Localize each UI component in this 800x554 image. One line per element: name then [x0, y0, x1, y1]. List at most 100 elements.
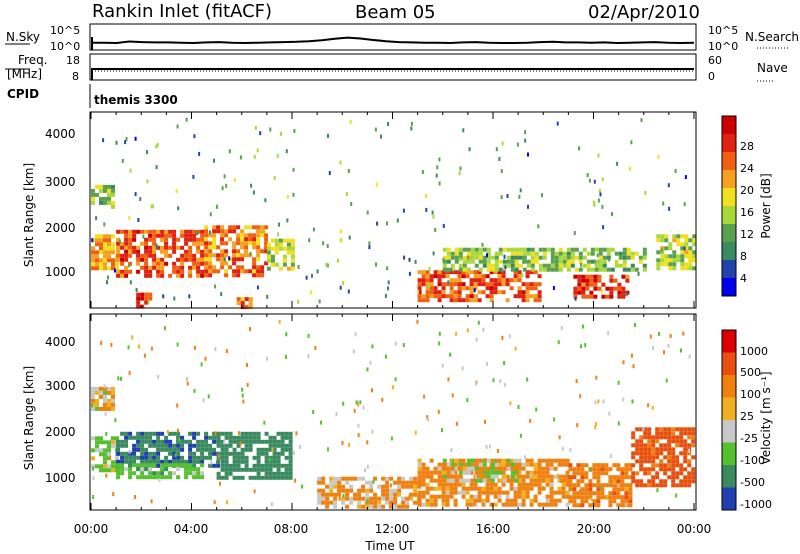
velocity-cell — [557, 462, 562, 467]
velocity-cell — [228, 443, 233, 448]
velocity-scatter-cell — [268, 457, 271, 462]
power-cell — [164, 253, 169, 258]
velocity-cell — [333, 484, 338, 489]
velocity-cell — [200, 443, 205, 448]
power-scatter-cell — [601, 289, 604, 294]
power-cell — [522, 267, 527, 272]
power-cell — [688, 258, 693, 263]
power-cell — [680, 234, 685, 239]
noise-left-tick-bottom: 10^0 — [50, 40, 80, 53]
power-scatter-cell — [608, 257, 611, 262]
velocity-cell — [329, 488, 334, 493]
power-scatter-cell — [580, 263, 583, 267]
velocity-cell — [502, 474, 507, 479]
velocity-cell — [268, 471, 273, 476]
velocity-cell — [417, 502, 422, 507]
velocity-cell — [639, 447, 644, 452]
power-cell — [457, 278, 462, 283]
power-cell — [521, 294, 526, 299]
velocity-cell — [425, 490, 430, 495]
colorbar-swatch — [722, 397, 736, 420]
power-cell — [99, 266, 103, 271]
velocity-cell — [156, 439, 161, 444]
velocity-cell — [268, 439, 273, 444]
power-cell — [473, 278, 478, 283]
velocity-cell — [107, 448, 111, 453]
power-cell — [196, 265, 201, 270]
velocity-cell — [533, 470, 538, 475]
velocity-cell — [549, 458, 554, 463]
power-cell — [586, 259, 591, 264]
velocity-cell — [501, 502, 506, 507]
velocity-cell — [128, 471, 133, 476]
velocity-scatter-cell — [599, 485, 602, 490]
velocity-scatter-cell — [92, 466, 95, 471]
power-cell — [204, 237, 209, 242]
power-scatter-cell — [221, 186, 224, 191]
velocity-cell — [91, 464, 95, 469]
power-cell — [152, 233, 157, 238]
power-cell — [558, 251, 563, 256]
power-cell — [497, 274, 502, 279]
velocity-cell — [272, 471, 277, 476]
power-cell — [200, 261, 205, 266]
power-cell — [208, 241, 213, 246]
power-cell — [585, 282, 590, 287]
velocity-scatter-cell — [438, 341, 441, 346]
velocity-cell — [635, 471, 640, 476]
power-scatter-cell — [434, 227, 437, 232]
velocity-scatter-cell — [357, 433, 360, 438]
velocity-cell — [176, 475, 181, 480]
velocity-cell — [393, 496, 398, 501]
velocity-cell — [478, 458, 483, 463]
velocity-scatter-cell — [622, 360, 625, 365]
power-cell — [240, 305, 245, 310]
velocity-cell — [381, 504, 386, 509]
power-scatter-cell — [683, 202, 686, 207]
velocity-cell — [103, 406, 107, 411]
velocity-cell — [628, 467, 633, 472]
velocity-cell — [675, 439, 680, 444]
power-scatter-cell — [468, 147, 471, 152]
power-cell — [95, 184, 99, 189]
power-cell — [609, 290, 614, 295]
power-scatter-cell — [345, 192, 348, 196]
velocity-cell — [120, 431, 125, 436]
power-cell — [593, 278, 598, 283]
velocity-cell — [103, 394, 107, 399]
velocity-cell — [537, 482, 542, 487]
power-cell — [192, 253, 197, 258]
velocity-scatter-cell — [441, 363, 444, 368]
power-scatter-cell — [305, 275, 308, 280]
power-cell — [232, 229, 237, 234]
velocity-cell — [111, 394, 115, 399]
power-cell — [244, 249, 249, 254]
velocity-cell — [111, 390, 115, 395]
power-cell — [522, 247, 527, 252]
power-cell — [530, 263, 535, 268]
power-scatter-cell — [228, 149, 231, 154]
power-cell — [164, 233, 169, 238]
power-cell — [188, 229, 193, 234]
velocity-cell — [192, 455, 197, 460]
velocity-cell — [425, 486, 430, 491]
power-cell — [446, 251, 451, 256]
velocity-cell — [132, 443, 137, 448]
power-cell — [270, 254, 275, 259]
power-cell — [550, 263, 555, 268]
velocity-cell — [572, 487, 577, 492]
power-cell — [192, 229, 197, 234]
velocity-scatter-cell — [594, 400, 597, 405]
power-cell — [103, 188, 107, 193]
velocity-cell — [592, 483, 597, 488]
power-cell — [204, 241, 209, 246]
velocity-cell — [224, 471, 229, 476]
power-scatter-cell — [519, 188, 522, 193]
power-scatter-cell — [375, 182, 378, 187]
velocity-cell — [148, 471, 153, 476]
power-cell — [196, 269, 201, 274]
velocity-cell — [580, 467, 585, 472]
velocity-cell — [353, 492, 358, 497]
velocity-cell — [124, 443, 129, 448]
velocity-cell — [204, 435, 209, 440]
